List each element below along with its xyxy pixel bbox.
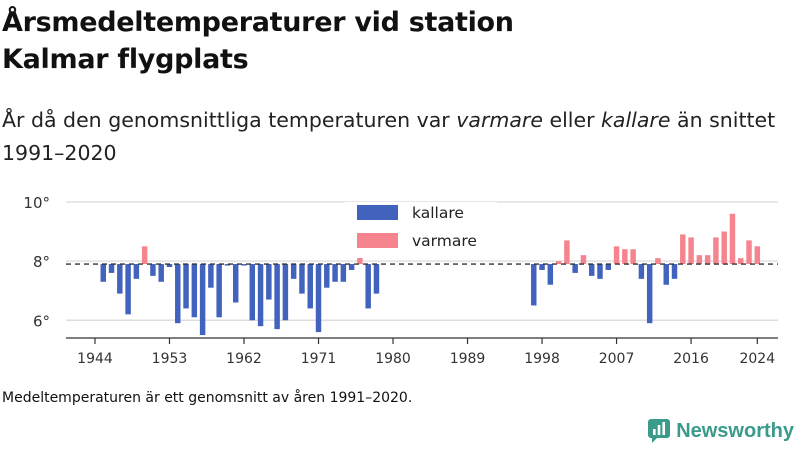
legend-swatch bbox=[357, 205, 398, 220]
bar bbox=[713, 237, 718, 264]
bar bbox=[150, 264, 155, 276]
subtitle-pre: År då den genomsnittliga temperaturen va… bbox=[2, 108, 456, 132]
bar bbox=[241, 264, 246, 266]
bar bbox=[622, 249, 627, 264]
bar bbox=[101, 264, 106, 282]
y-tick-label: 6° bbox=[33, 312, 50, 330]
x-tick-label: 1953 bbox=[152, 351, 188, 367]
bar bbox=[539, 264, 544, 270]
legend-label: kallare bbox=[412, 204, 464, 222]
bar bbox=[250, 264, 255, 320]
subtitle-cold: kallare bbox=[601, 108, 670, 132]
footnote: Medeltemperaturen är ett genomsnitt av å… bbox=[2, 390, 412, 406]
subtitle-warm: varmare bbox=[456, 108, 543, 132]
bar bbox=[216, 264, 221, 317]
bar bbox=[688, 237, 693, 264]
bar bbox=[697, 255, 702, 264]
temperature-bar-chart: 6° 8° 10° 1944 1953 1962 1971 1980 1989 1998 2007 2… bbox=[0, 190, 800, 380]
x-tick-label: 1998 bbox=[524, 351, 560, 367]
legend-swatch bbox=[357, 233, 398, 248]
y-tick-label: 8° bbox=[33, 253, 50, 271]
bar bbox=[672, 264, 677, 279]
newsworthy-icon bbox=[648, 419, 670, 443]
y-tick-label: 10° bbox=[23, 194, 50, 212]
chart-subtitle: År då den genomsnittliga temperaturen va… bbox=[2, 104, 782, 170]
chart-title-line1: Årsmedeltemperaturer vid station bbox=[2, 7, 514, 38]
x-tick-label: 2007 bbox=[599, 351, 635, 367]
x-tick-label: 2024 bbox=[739, 351, 775, 367]
chart-title-line2: Kalmar flygplats bbox=[2, 44, 248, 75]
bar bbox=[134, 264, 139, 279]
bar bbox=[374, 264, 379, 294]
bar bbox=[192, 264, 197, 317]
bar bbox=[548, 264, 553, 285]
bar bbox=[639, 264, 644, 279]
bar bbox=[274, 264, 279, 329]
bar bbox=[755, 246, 760, 264]
bar bbox=[158, 264, 163, 282]
bar bbox=[109, 264, 114, 273]
bar bbox=[283, 264, 288, 320]
bar bbox=[531, 264, 536, 305]
bar bbox=[664, 264, 669, 285]
bar bbox=[705, 255, 710, 264]
bar bbox=[655, 258, 660, 264]
subtitle-mid: eller bbox=[543, 108, 601, 132]
bar bbox=[266, 264, 271, 300]
bar bbox=[308, 264, 313, 308]
bar bbox=[746, 240, 751, 264]
bar bbox=[614, 246, 619, 264]
bar bbox=[324, 264, 329, 288]
x-tick-label: 1962 bbox=[226, 351, 262, 367]
bar bbox=[142, 246, 147, 264]
bar bbox=[316, 264, 321, 332]
bar bbox=[341, 264, 346, 282]
bar bbox=[680, 234, 685, 264]
x-tick-label: 1989 bbox=[450, 351, 486, 367]
bar bbox=[564, 240, 569, 264]
bar bbox=[597, 264, 602, 279]
bar bbox=[730, 214, 735, 264]
bar bbox=[175, 264, 180, 323]
bar bbox=[606, 264, 611, 270]
bar bbox=[200, 264, 205, 335]
bar bbox=[581, 255, 586, 264]
bar bbox=[365, 264, 370, 308]
bar bbox=[183, 264, 188, 308]
brand-logo: Newsworthy bbox=[648, 419, 794, 443]
bar bbox=[208, 264, 213, 288]
x-tick-label: 1980 bbox=[375, 351, 411, 367]
x-tick-label: 1944 bbox=[77, 351, 113, 367]
bar bbox=[299, 264, 304, 294]
bar bbox=[125, 264, 130, 314]
bar bbox=[349, 264, 354, 270]
bar bbox=[258, 264, 263, 326]
bar bbox=[117, 264, 122, 294]
bar bbox=[738, 258, 743, 264]
bar bbox=[647, 264, 652, 323]
bar bbox=[589, 264, 594, 276]
bar bbox=[721, 232, 726, 265]
brand-name: Newsworthy bbox=[676, 420, 794, 443]
bar bbox=[233, 264, 238, 302]
chart-title: Årsmedeltemperaturer vid station Kalmar … bbox=[2, 4, 782, 78]
x-tick-label: 1971 bbox=[301, 351, 337, 367]
bar bbox=[572, 264, 577, 273]
bar bbox=[332, 264, 337, 282]
x-tick-label: 2016 bbox=[673, 351, 709, 367]
bar bbox=[291, 264, 296, 279]
legend-label: varmare bbox=[412, 232, 477, 250]
bar bbox=[630, 249, 635, 264]
